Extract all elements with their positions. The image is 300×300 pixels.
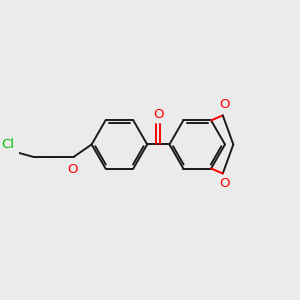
Text: O: O	[219, 177, 230, 190]
Text: O: O	[219, 98, 230, 112]
Text: O: O	[153, 108, 164, 121]
Text: Cl: Cl	[1, 138, 14, 151]
Text: O: O	[67, 163, 78, 176]
